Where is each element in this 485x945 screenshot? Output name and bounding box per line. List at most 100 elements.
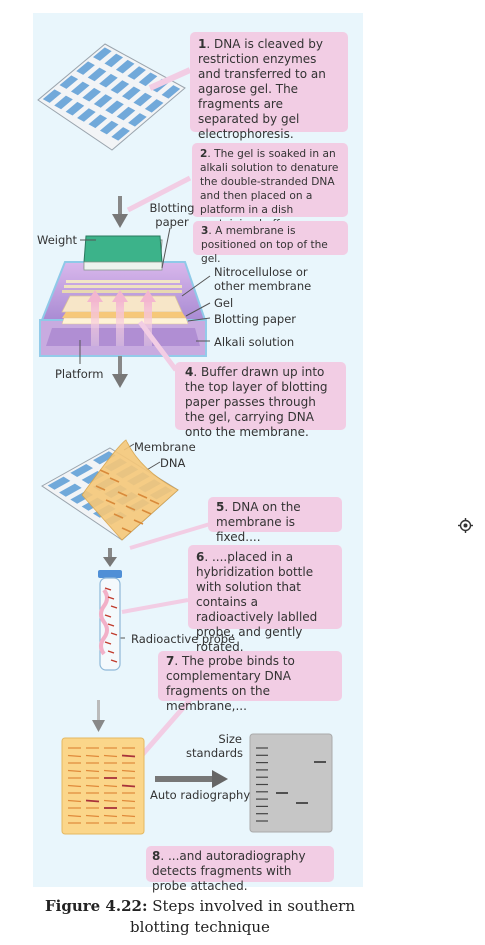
membrane-band [121,814,136,818]
step-7-callout: 7. The probe binds to complementary DNA … [158,651,342,713]
membrane-band [121,784,136,788]
membrane-band [103,784,118,788]
callout-pointer [126,175,192,213]
figure-number: Figure 4.22: [45,897,148,915]
membrane-band [85,799,100,803]
membrane-band [67,799,82,803]
membrane-band [67,754,82,758]
membrane-peel [41,439,179,541]
gel-band [76,61,95,75]
step-7-number: 7 [166,654,175,668]
up-arrow-icon [112,290,128,302]
dna-band [105,499,116,505]
probe-mark [107,623,115,627]
label-platform: Platform [55,367,104,381]
hybridized-membrane [61,737,145,835]
gel-band [87,67,107,82]
dna-band [117,491,128,497]
crosshair-target-icon[interactable] [458,518,473,533]
gel-band [115,59,135,74]
step-3-number: 3 [201,225,209,237]
membrane-band [103,814,118,818]
autoradiograph-film [249,733,333,833]
callout-pointer [148,67,192,91]
gel-band [104,53,124,68]
dna-band [99,469,110,475]
gel-band [116,106,136,121]
step-1-callout: 1. DNA is cleaved by restriction enzymes… [190,32,348,141]
callout-pointer [129,522,211,550]
down-arrow-icon [112,356,128,388]
step-2-number: 2 [200,148,208,160]
buffer-flow-arrows [87,290,156,346]
membrane-band [85,769,100,773]
label-size-standards: Size standards [186,732,244,760]
right-arrow-icon [155,770,228,788]
step-4-text: . Buffer drawn up into the top layer of … [185,365,328,439]
label-radioactive-probe: Radioactive probe [131,632,236,646]
blotting-apparatus [39,235,207,364]
dna-band [141,509,152,515]
gel-band [65,101,85,116]
membrane-band [67,784,82,788]
callout-pointer [140,698,192,757]
probe-mark [104,587,112,591]
probe-marks [104,587,118,663]
label-nitrocellulose: Nitrocellulose or other membrane [214,265,312,293]
step-1-text: . DNA is cleaved by restriction enzymes … [198,37,326,141]
label-membrane: Membrane [134,440,196,454]
dna-band [121,527,132,533]
buffer-arrow-shaft [91,300,99,346]
probe-mark [110,659,118,663]
step-1-number: 1 [198,37,207,51]
gel-band [105,100,124,115]
label-auto-radiography: Auto radiography [150,788,251,802]
step-6-number: 6 [196,550,205,564]
dna-band [95,485,106,491]
step-6-text: . ....placed in a hybridization bottle w… [196,550,318,654]
gel-band [99,120,119,135]
dna-band [137,493,148,499]
gel-band [138,72,158,87]
callout-pointer [138,320,178,372]
probe-mark [110,605,118,609]
gel-band [133,92,153,107]
gel-band [70,463,93,478]
gel-band [59,483,82,497]
gel-band [127,66,146,80]
membrane-band [103,754,118,758]
figure-caption: Figure 4.22: Steps involved in southern … [30,896,370,938]
probe-mark [104,614,112,618]
step-7-text: . The probe binds to complementary DNA f… [166,654,295,713]
step-2-callout: 2. The gel is soaked in an alkali soluti… [192,143,348,230]
step-4-callout: 4. Buffer drawn up into the top layer of… [175,362,346,439]
label-blotting-paper-top: Blotting paper [149,201,195,229]
dna-band [149,499,160,505]
gel-band [93,451,116,465]
buffer-arrow-shaft [116,300,124,346]
step-3-callout: 3. A membrane is positioned on top of th… [193,221,348,265]
gel-band [77,108,96,122]
step-8-text: . ...and autoradiography detects fragmen… [152,849,306,893]
up-arrow-icon [140,290,156,302]
membrane-band [121,799,136,803]
label-gel: Gel [214,296,234,310]
probe-mark [110,632,118,636]
callout-pointer [121,598,189,614]
label-alkali-solution: Alkali solution [214,335,295,349]
step-8-callout: 8. ...and autoradiography detects fragme… [146,846,334,893]
gel-band [111,127,130,141]
dna-band [113,513,124,519]
probe-mark [104,641,112,645]
gel-band [144,99,164,113]
figure-caption-text: Steps involved in southern blotting tech… [130,897,355,936]
hybridization-bottle [98,570,122,671]
label-dna: DNA [160,456,186,470]
dna-band [109,477,120,483]
dna-band [133,519,144,525]
dna-band [125,505,136,511]
step-5-text: . DNA on the membrane is fixed.... [216,500,301,544]
buffer-arrow-shaft [144,300,152,346]
membrane-band [103,799,118,803]
